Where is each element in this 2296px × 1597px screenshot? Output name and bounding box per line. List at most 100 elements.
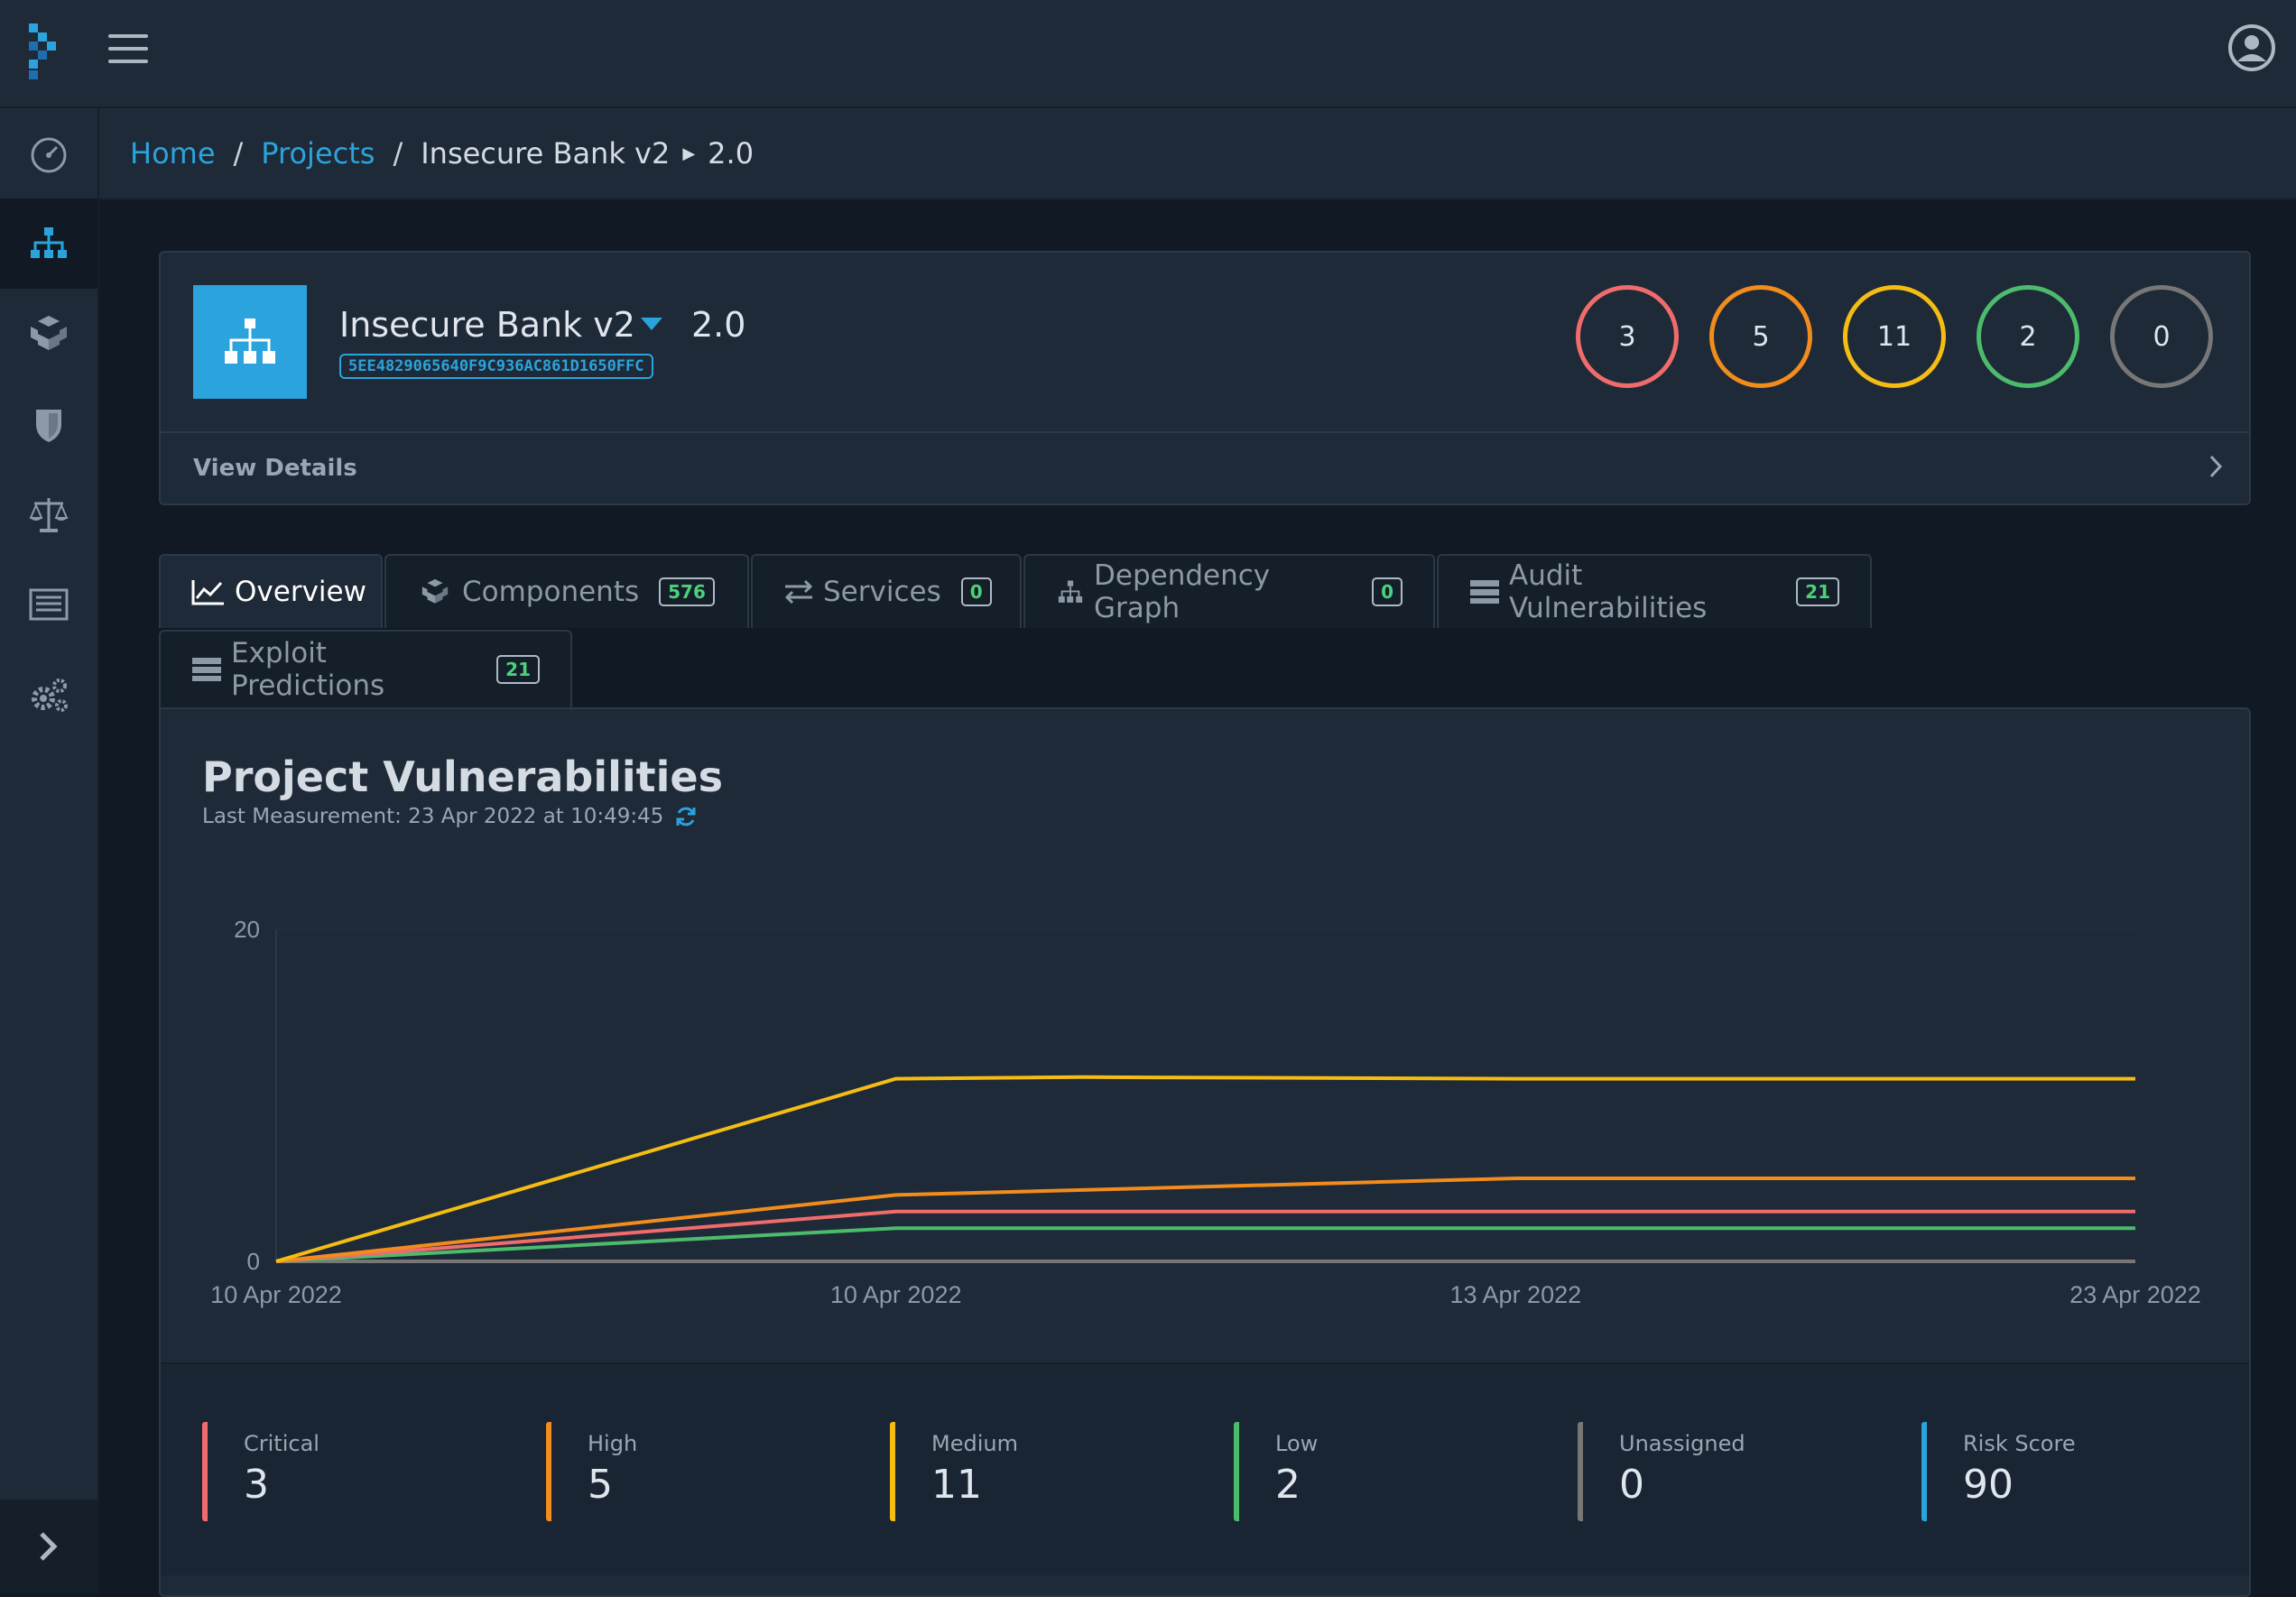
sidebar-collapse-toggle[interactable]: [0, 1500, 97, 1593]
project-name: Insecure Bank v2: [339, 305, 635, 345]
stat-label: Unassigned: [1619, 1431, 1745, 1456]
sidebar-item-projects[interactable]: [0, 198, 97, 289]
low-count-circle: 2: [1977, 285, 2079, 388]
stat-value: 11: [931, 1462, 982, 1508]
series-line-critical: [275, 1209, 2135, 1263]
medium-count-circle: 11: [1843, 285, 1946, 388]
stat-value: 2: [1275, 1462, 1301, 1508]
stat-label: Low: [1275, 1431, 1319, 1456]
breadcrumb-separator: /: [393, 136, 403, 171]
cubes-icon: [421, 578, 449, 604]
stat-low: Low 2: [1234, 1422, 1318, 1521]
list-icon: [29, 588, 69, 621]
breadcrumb: Home / Projects / Insecure Bank v2 ▶ 2.0: [99, 108, 2296, 200]
gears-icon: [32, 678, 68, 712]
tasks-icon: [192, 658, 221, 681]
chevron-right-icon: [40, 1532, 58, 1561]
view-details-link[interactable]: View Details: [161, 431, 2249, 505]
app-logo[interactable]: [25, 23, 67, 79]
series-line-high: [275, 1177, 2135, 1263]
sidebar: [0, 108, 99, 1593]
refresh-icon[interactable]: [674, 805, 698, 828]
services-count-badge: 0: [960, 577, 992, 606]
critical-count-circle: 3: [1576, 285, 1679, 388]
last-measurement: Last Measurement: 23 Apr 2022 at 10:49:4…: [202, 805, 698, 828]
breadcrumb-version: 2.0: [708, 136, 755, 171]
sitemap-icon: [225, 318, 275, 364]
y-tick-label: 20: [234, 916, 260, 943]
audit-count-badge: 21: [1796, 577, 1839, 606]
stat-risk-score: Risk Score 90: [1921, 1422, 2076, 1521]
x-tick-label: 23 Apr 2022: [2069, 1281, 2201, 1308]
exchange-icon: [784, 579, 813, 605]
breadcrumb-project: Insecure Bank v2: [421, 136, 671, 171]
stat-label: Critical: [244, 1431, 319, 1456]
breadcrumb-separator: /: [233, 136, 244, 171]
tab-dependency-graph-label: Dependency Graph: [1094, 559, 1271, 624]
stat-unassigned: Unassigned 0: [1578, 1422, 1745, 1521]
tab-exploit-label: Exploit Predictions: [231, 637, 385, 702]
x-tick-label: 10 Apr 2022: [210, 1281, 342, 1308]
severity-stats-row: Critical 3 High 5 Medium 11 Low 2 Unassi…: [161, 1362, 2249, 1575]
shield-icon: [36, 410, 61, 442]
projects-icon: [31, 227, 67, 258]
tab-audit-vulnerabilities[interactable]: Audit Vulnerabilities 21: [1437, 554, 1872, 628]
tab-audit-label: Audit Vulnerabilities: [1509, 559, 1708, 624]
sitemap-icon: [1058, 580, 1083, 603]
dependency-graph-count-badge: 0: [1372, 577, 1403, 606]
stat-value: 3: [244, 1462, 269, 1508]
stat-critical: Critical 3: [202, 1422, 319, 1521]
unassigned-count-circle: 0: [2110, 285, 2213, 388]
menu-toggle-icon[interactable]: [108, 34, 148, 67]
series-line-low: [275, 1226, 2135, 1263]
project-uuid-badge: 5EE4829065640F9C936AC861D1650FFC: [339, 354, 653, 379]
balance-scale-icon: [29, 498, 69, 532]
chart-title: Project Vulnerabilities: [202, 752, 723, 801]
components-icon: [31, 316, 67, 350]
project-header-card: Insecure Bank v2 2.0 5EE4829065640F9C936…: [159, 251, 2251, 505]
top-navbar: [0, 0, 2296, 108]
tab-dependency-graph[interactable]: Dependency Graph 0: [1023, 554, 1435, 628]
view-details-label: View Details: [193, 455, 357, 482]
tab-components[interactable]: Components 576: [384, 554, 749, 628]
stat-value: 5: [588, 1462, 613, 1508]
sidebar-item-dashboard[interactable]: [0, 108, 97, 198]
tab-components-label: Components: [462, 576, 640, 608]
project-version: 2.0: [691, 305, 746, 345]
high-count-circle: 5: [1709, 285, 1812, 388]
y-tick-label: 0: [247, 1248, 260, 1275]
x-tick-label: 13 Apr 2022: [1450, 1281, 1582, 1308]
stat-label: Medium: [931, 1431, 1018, 1456]
sidebar-item-policy[interactable]: [0, 559, 97, 650]
stat-label: High: [588, 1431, 638, 1456]
tab-services-label: Services: [823, 576, 941, 608]
dashboard-icon: [31, 137, 67, 173]
stat-high: High 5: [546, 1422, 637, 1521]
breadcrumb-home[interactable]: Home: [130, 136, 216, 171]
project-vulnerabilities-card: Project Vulnerabilities Last Measurement…: [159, 707, 2251, 1597]
sidebar-item-components[interactable]: [0, 289, 97, 379]
tab-overview[interactable]: Overview: [159, 554, 383, 628]
components-count-badge: 576: [659, 577, 715, 606]
caret-right-icon: ▶: [682, 143, 696, 163]
sidebar-item-vulnerabilities[interactable]: [0, 379, 97, 469]
tab-exploit-predictions[interactable]: Exploit Predictions 21: [159, 630, 572, 707]
user-account-icon[interactable]: [2227, 23, 2276, 72]
stat-value: 90: [1963, 1462, 2014, 1508]
breadcrumb-projects[interactable]: Projects: [261, 136, 375, 171]
project-logo: [193, 285, 307, 399]
version-dropdown-icon[interactable]: [641, 318, 662, 330]
tab-services[interactable]: Services 0: [751, 554, 1022, 628]
vulnerabilities-line-chart: 0 20 10 Apr 2022 10 Apr 2022 13 Apr 2022 23 A…: [210, 916, 2201, 1308]
series-line-medium: [275, 1075, 2135, 1263]
tasks-icon: [1470, 580, 1499, 604]
sidebar-item-licenses[interactable]: [0, 469, 97, 559]
tab-overview-label: Overview: [235, 576, 366, 608]
last-measurement-text: Last Measurement: 23 Apr 2022 at 10:49:4…: [202, 805, 664, 828]
x-tick-label: 10 Apr 2022: [830, 1281, 962, 1308]
chevron-right-icon: [2209, 455, 2223, 478]
stat-medium: Medium 11: [890, 1422, 1018, 1521]
exploit-count-badge: 21: [496, 655, 540, 684]
sidebar-item-administration[interactable]: [0, 650, 97, 740]
line-chart-icon: [191, 580, 224, 605]
